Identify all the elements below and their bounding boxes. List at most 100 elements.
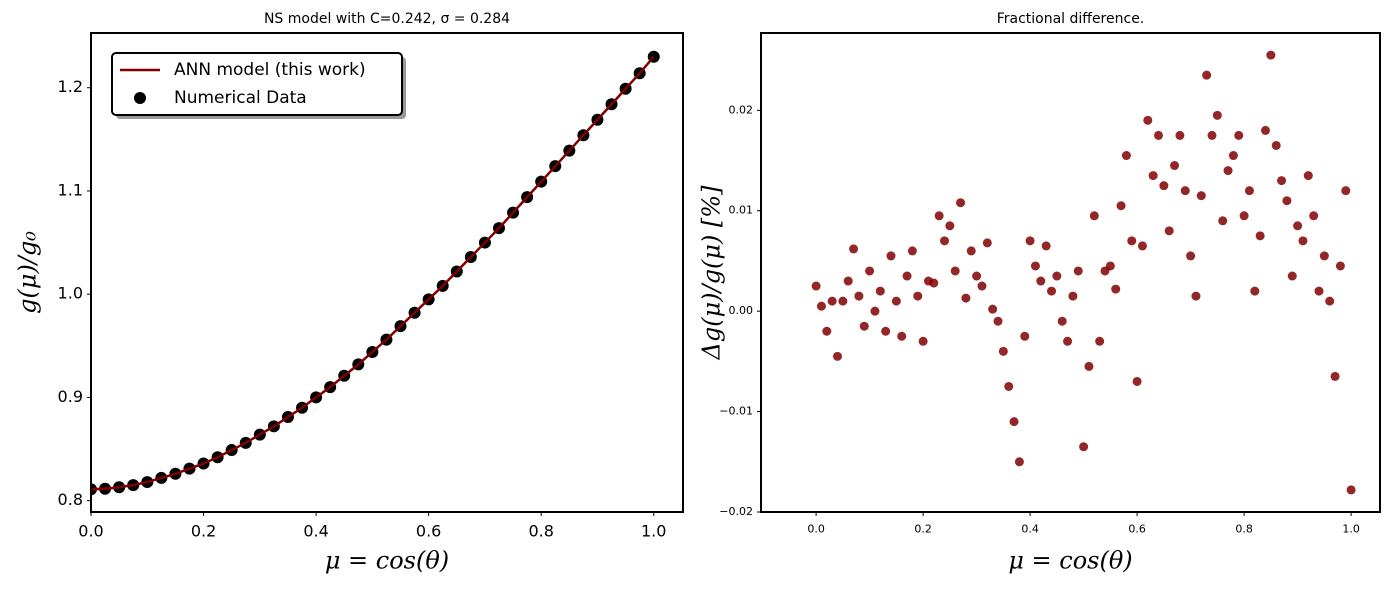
scatter-point	[1009, 417, 1019, 427]
scatter-point	[1335, 261, 1345, 271]
chart-title: Fractional difference.	[997, 11, 1145, 27]
y-axis-label: g(μ)/g₀	[14, 231, 42, 314]
scatter-point	[1303, 171, 1313, 181]
scatter-point	[1095, 336, 1105, 346]
scatter-point	[881, 326, 891, 336]
scatter-point	[998, 346, 1008, 356]
scatter-point	[1020, 331, 1030, 341]
x-tick-label: 0.0	[807, 523, 825, 536]
scatter-point	[1250, 286, 1260, 296]
scatter-point	[1063, 336, 1073, 346]
scatter-point	[1261, 125, 1271, 135]
scatter-point	[886, 251, 896, 261]
chart-title: NS model with C=0.242, σ = 0.284	[264, 11, 510, 27]
scatter-point	[1341, 186, 1351, 196]
scatter-point	[1036, 276, 1046, 286]
scatter-point	[929, 278, 939, 288]
scatter-point	[950, 266, 960, 276]
scatter-point	[1244, 186, 1254, 196]
x-tick-label: 0.4	[303, 522, 328, 541]
scatter-point	[1041, 241, 1051, 251]
scatter-point	[1047, 286, 1057, 296]
scatter-point	[1202, 70, 1212, 80]
scatter-point	[1266, 50, 1276, 60]
scatter-point	[843, 276, 853, 286]
scatter-point	[1132, 376, 1142, 386]
scatter-point	[1239, 211, 1249, 221]
scatter-point	[956, 198, 966, 208]
y-tick-label: 0.9	[58, 387, 83, 406]
axes-frame	[760, 32, 1381, 513]
scatter-point	[1186, 251, 1196, 261]
y-tick-label: 1.1	[58, 180, 83, 199]
x-tick-label: 1.0	[1342, 523, 1360, 536]
scatter-point	[1309, 211, 1319, 221]
scatter-point	[859, 321, 869, 331]
scatter-point	[1298, 236, 1308, 246]
x-tick-label: 0.6	[416, 522, 441, 541]
scatter-point	[1223, 166, 1233, 176]
scatter-point	[854, 291, 864, 301]
x-tick-label: 0.2	[191, 522, 216, 541]
scatter-point	[1196, 191, 1206, 201]
scatter-point	[891, 296, 901, 306]
scatter-point	[1325, 296, 1335, 306]
scatter-point	[1287, 271, 1297, 281]
scatter-point	[1014, 457, 1024, 467]
scatter-point	[1143, 115, 1153, 125]
x-tick-label: 0.0	[78, 522, 103, 541]
scatter-point	[913, 291, 923, 301]
scatter-point	[827, 296, 837, 306]
plot-area	[811, 50, 1356, 495]
scatter-point	[816, 301, 826, 311]
scatter-point	[849, 244, 859, 254]
scatter-point	[838, 296, 848, 306]
scatter-point	[870, 306, 880, 316]
scatter-point	[1212, 110, 1222, 120]
scatter-point	[1004, 381, 1014, 391]
scatter-point	[1293, 221, 1303, 231]
y-tick-label: 0.8	[58, 490, 83, 509]
scatter-point	[993, 316, 1003, 326]
scatter-point	[811, 281, 821, 291]
scatter-point	[1057, 316, 1067, 326]
scatter-point	[833, 351, 843, 361]
scatter-point	[1089, 211, 1099, 221]
scatter-point	[1346, 485, 1356, 495]
scatter-point	[945, 221, 955, 231]
scatter-point	[1271, 140, 1281, 150]
scatter-point	[907, 246, 917, 256]
scatter-point	[1154, 130, 1164, 140]
scatter-point	[1234, 130, 1244, 140]
x-tick-label: 0.4	[1021, 523, 1039, 536]
scatter-point	[1116, 201, 1126, 211]
y-tick-label: 0.01	[729, 204, 754, 217]
scatter-point	[940, 236, 950, 246]
y-tick-label: 0.02	[729, 103, 754, 116]
scatter-point	[1170, 161, 1180, 171]
scatter-point	[1314, 286, 1324, 296]
plot-area	[91, 50, 660, 496]
y-tick-label: 1.2	[58, 77, 83, 96]
y-axis-label: Δg(μ)/g(μ) [%]	[698, 185, 726, 361]
scatter-point	[1330, 371, 1340, 381]
scatter-point	[1277, 176, 1287, 186]
scatter-point	[982, 238, 992, 248]
scatter-point	[1127, 236, 1137, 246]
scatter-point	[1084, 361, 1094, 371]
scatter-point	[1052, 271, 1062, 281]
y-tick-label: −0.02	[719, 505, 753, 518]
x-axis-label: μ = cos(θ)	[325, 547, 449, 575]
x-tick-label: 0.8	[528, 522, 553, 541]
scatter-point	[1025, 236, 1035, 246]
scatter-point	[1159, 181, 1169, 191]
legend-box	[111, 52, 403, 116]
legend-label: Numerical Data	[174, 88, 307, 108]
y-tick-label: 1.0	[58, 284, 83, 303]
x-tick-label: 0.6	[1128, 523, 1146, 536]
scatter-point	[865, 266, 875, 276]
x-tick-label: 0.8	[1235, 523, 1253, 536]
scatter-point	[1180, 186, 1190, 196]
x-axis-label: μ = cos(θ)	[1008, 547, 1132, 575]
x-tick-label: 0.2	[914, 523, 932, 536]
